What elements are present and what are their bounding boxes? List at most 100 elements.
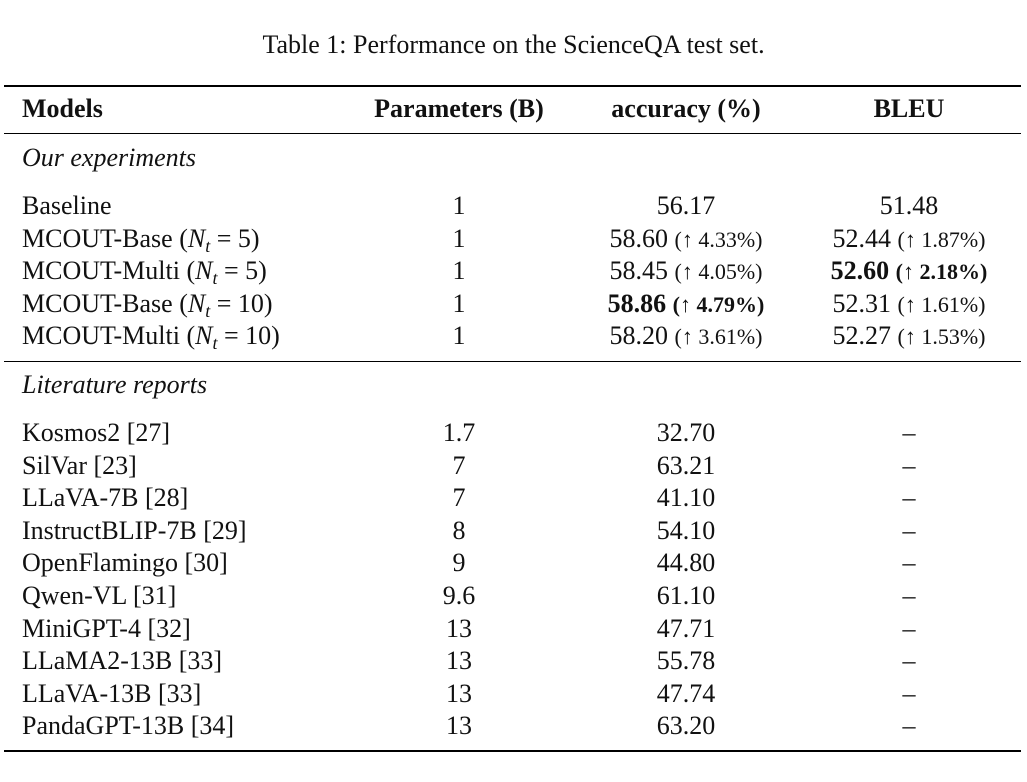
accuracy-value: 47.71 bbox=[656, 613, 716, 643]
table-row: MCOUT-Multi (Nt = 5) 1 58.45 (↑ 4.05%) 52.6… bbox=[0, 254, 1027, 288]
accuracy-value: 41.10 bbox=[656, 483, 716, 513]
model-label: Baseline bbox=[22, 191, 112, 220]
accuracy-improvement: (↑ 3.61%) bbox=[674, 324, 763, 350]
accuracy-value: 56.17 bbox=[656, 191, 716, 220]
accuracy-value: 44.80 bbox=[656, 548, 716, 578]
params-cell: 13 bbox=[446, 646, 472, 676]
bleu-cell: 52.60 (↑ 2.18%) bbox=[808, 254, 1010, 289]
accuracy-cell: 41.10 bbox=[583, 481, 789, 515]
nt-value: 5 bbox=[237, 223, 251, 253]
bleu-improvement: (↑ 1.53%) bbox=[897, 324, 986, 350]
model-label: MCOUT-Multi ( bbox=[22, 321, 196, 351]
bleu-cell: 52.44 (↑ 1.87%) bbox=[808, 222, 1010, 257]
accuracy-improvement: (↑ 4.33%) bbox=[674, 226, 763, 252]
model-label: MCOUT-Base ( bbox=[22, 223, 188, 253]
accuracy-value: 63.20 bbox=[656, 711, 716, 741]
top-rule bbox=[4, 85, 1021, 87]
nt-value: 10 bbox=[237, 288, 264, 318]
bleu-cell: – bbox=[808, 579, 1010, 613]
model-name: LLaMA2-13B [33] bbox=[22, 644, 222, 678]
model-label: InstructBLIP-7B [29] bbox=[22, 515, 247, 545]
bleu-cell: 52.31 (↑ 1.61%) bbox=[808, 287, 1010, 322]
bleu-cell: – bbox=[808, 677, 1010, 711]
table-row: InstructBLIP-7B [29] 8 54.10 – bbox=[0, 514, 1027, 548]
model-name: Qwen-VL [31] bbox=[22, 579, 176, 613]
table-row: LLaMA2-13B [33] 13 55.78 – bbox=[0, 644, 1027, 678]
model-suffix: ) bbox=[258, 256, 267, 286]
params-cell: 1 bbox=[452, 288, 466, 318]
accuracy-value: 58.86 bbox=[607, 288, 667, 318]
model-name: MCOUT-Base (Nt = 10) bbox=[22, 288, 273, 321]
bleu-value: 52.60 bbox=[830, 256, 890, 286]
params-cell: 1.7 bbox=[442, 418, 476, 447]
bleu-cell: – bbox=[808, 449, 1010, 483]
bleu-cell: – bbox=[808, 612, 1010, 646]
model-name: SilVar [23] bbox=[22, 449, 137, 483]
params-cell: 1 bbox=[452, 191, 466, 220]
model-suffix: ) bbox=[271, 321, 280, 351]
accuracy-value: 63.21 bbox=[656, 450, 716, 480]
header-bleu: BLEU bbox=[873, 94, 945, 123]
accuracy-cell: 32.70 bbox=[583, 416, 789, 450]
bleu-value: – bbox=[902, 646, 916, 676]
model-name: InstructBLIP-7B [29] bbox=[22, 514, 247, 548]
params-cell: 1 bbox=[452, 256, 466, 286]
section-title: Our experiments bbox=[22, 143, 197, 172]
model-suffix: ) bbox=[263, 288, 273, 318]
model-name: LLaVA-13B [33] bbox=[22, 677, 201, 711]
accuracy-cell: 63.20 bbox=[583, 709, 789, 743]
params-cell: 13 bbox=[446, 613, 472, 643]
params-cell: 8 bbox=[452, 515, 466, 545]
model-label: Kosmos2 [27] bbox=[22, 418, 171, 447]
model-label: OpenFlamingo [30] bbox=[22, 548, 228, 578]
accuracy-improvement: (↑ 4.79%) bbox=[672, 291, 765, 317]
accuracy-cell: 58.60 (↑ 4.33%) bbox=[583, 222, 789, 257]
accuracy-value: 55.78 bbox=[656, 646, 716, 676]
accuracy-cell: 58.86 (↑ 4.79%) bbox=[583, 287, 789, 322]
params-cell: 1 bbox=[452, 223, 466, 253]
model-name: Kosmos2 [27] bbox=[22, 416, 170, 450]
params-cell: 9.6 bbox=[442, 581, 476, 610]
bleu-value: – bbox=[902, 581, 916, 610]
bleu-value: 52.27 bbox=[832, 321, 892, 351]
model-label: MiniGPT-4 [32] bbox=[22, 613, 191, 643]
table-row: MCOUT-Base (Nt = 10) 1 58.86 (↑ 4.79%) 52.3… bbox=[0, 287, 1027, 321]
accuracy-cell: 61.10 bbox=[583, 579, 789, 613]
bleu-cell: – bbox=[808, 416, 1010, 450]
accuracy-value: 58.20 bbox=[609, 321, 669, 351]
accuracy-value: 58.45 bbox=[609, 256, 669, 286]
bleu-cell: – bbox=[808, 546, 1010, 580]
model-name: MiniGPT-4 [32] bbox=[22, 612, 191, 646]
model-label: SilVar [23] bbox=[22, 450, 137, 480]
header-rule bbox=[4, 133, 1021, 134]
bleu-value: – bbox=[902, 678, 916, 708]
bleu-value: 51.48 bbox=[879, 191, 939, 220]
accuracy-cell: 56.17 bbox=[583, 189, 789, 223]
model-name: MCOUT-Base (Nt = 5) bbox=[22, 223, 260, 256]
table-row: PandaGPT-13B [34] 13 63.20 – bbox=[0, 709, 1027, 743]
model-name: Baseline bbox=[22, 189, 112, 223]
model-label: PandaGPT-13B [34] bbox=[22, 711, 235, 741]
accuracy-cell: 63.21 bbox=[583, 449, 789, 483]
model-name: PandaGPT-13B [34] bbox=[22, 709, 234, 743]
accuracy-improvement: (↑ 4.05%) bbox=[674, 259, 763, 285]
bottom-rule bbox=[4, 750, 1021, 752]
bleu-value: – bbox=[902, 711, 916, 741]
section-title: Literature reports bbox=[22, 370, 208, 399]
bleu-cell: – bbox=[808, 644, 1010, 678]
accuracy-value: 58.60 bbox=[609, 223, 669, 253]
accuracy-cell: 54.10 bbox=[583, 514, 789, 548]
table-row: OpenFlamingo [30] 9 44.80 – bbox=[0, 546, 1027, 580]
table-caption: Table 1: Performance on the ScienceQA te… bbox=[262, 30, 765, 59]
model-label: LLaMA2-13B [33] bbox=[22, 646, 223, 676]
bleu-value: 52.44 bbox=[832, 223, 892, 253]
bleu-improvement: (↑ 1.61%) bbox=[897, 291, 986, 317]
params-cell: 13 bbox=[446, 678, 472, 708]
bleu-value: – bbox=[902, 418, 916, 447]
accuracy-cell: 47.71 bbox=[583, 612, 789, 646]
header-row: Models Parameters (B) accuracy (%) BLEU bbox=[0, 92, 1027, 126]
model-label: LLaVA-13B [33] bbox=[22, 678, 202, 708]
params-cell: 7 bbox=[452, 483, 466, 513]
header-models: Models bbox=[22, 94, 103, 123]
bleu-cell: 52.27 (↑ 1.53%) bbox=[808, 319, 1010, 354]
